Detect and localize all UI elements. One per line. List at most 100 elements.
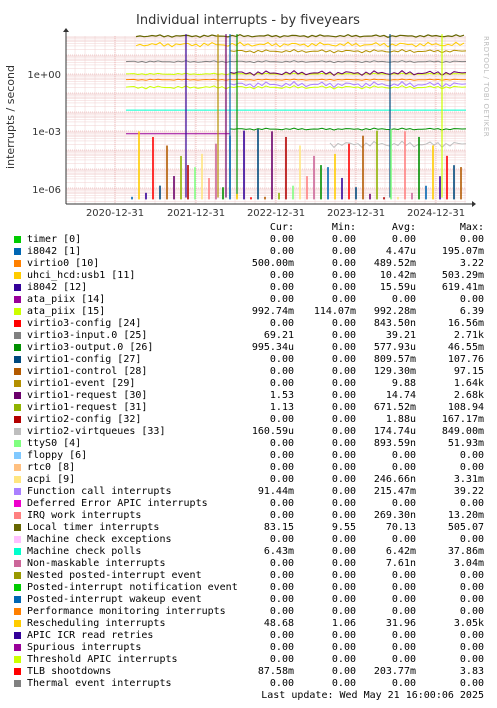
legend-swatch xyxy=(14,464,21,471)
legend-row: TLB shootdowns 87.58m 0.00 203.77m 3.83 xyxy=(0,666,497,678)
series-line xyxy=(125,60,467,64)
legend-value-cur: 0.00 xyxy=(269,570,294,581)
legend-value-max: 2.68k xyxy=(453,390,484,401)
legend-value-min: 0.00 xyxy=(331,426,356,437)
legend-value-cur: 995.34u xyxy=(251,342,294,353)
legend-row: virtio3-input.0 [25] 69.21 0.00 39.21 2.71k xyxy=(0,330,497,342)
y-tick-label: 1e-03 xyxy=(32,127,61,138)
legend-swatch xyxy=(14,260,21,267)
legend-row: Deferred Error APIC interrupts 0.00 0.00 0.… xyxy=(0,498,497,510)
legend-label: TLB shootdowns xyxy=(27,666,112,677)
legend-swatch xyxy=(14,248,21,255)
legend-value-avg: 203.77m xyxy=(373,666,416,677)
legend-value-avg: 0.00 xyxy=(391,630,416,641)
legend-value-avg: 10.42m xyxy=(379,270,416,281)
legend-value-cur: 0.00 xyxy=(269,318,294,329)
axes xyxy=(63,28,476,207)
legend-value-max: 3.05k xyxy=(453,618,484,629)
legend-value-min: 0.00 xyxy=(331,498,356,509)
y-tick-label: 1e-06 xyxy=(32,185,61,196)
legend-label: Function call interrupts xyxy=(27,486,172,497)
legend-value-cur: 0.00 xyxy=(269,246,294,257)
legend-value-min: 0.00 xyxy=(331,342,356,353)
legend-swatch xyxy=(14,632,21,639)
legend-swatch xyxy=(14,404,21,411)
legend-row: Nested posted-interrupt event 0.00 0.00 0.0… xyxy=(0,570,497,582)
legend-swatch xyxy=(14,368,21,375)
legend-row: Posted-interrupt notification event 0.00 0… xyxy=(0,582,497,594)
legend-swatch xyxy=(14,500,21,507)
legend-value-avg: 0.00 xyxy=(391,654,416,665)
legend-value-cur: 0.00 xyxy=(269,594,294,605)
chart-title: Individual interrupts - by fiveyears xyxy=(136,13,360,28)
legend-value-min: 0.00 xyxy=(331,582,356,593)
legend-value-cur: 87.58m xyxy=(257,666,294,677)
legend-row: i8042 [12] 0.00 0.00 15.59u 619.41m xyxy=(0,282,497,294)
legend-row: ata_piix [14] 0.00 0.00 0.00 0.00 xyxy=(0,294,497,306)
last-update: Last update: Wed May 21 16:00:06 2025 xyxy=(261,690,484,701)
legend-value-max: 503.29m xyxy=(441,270,484,281)
legend-swatch xyxy=(14,572,21,579)
x-tick-label: 2022-12-31 xyxy=(247,208,305,219)
legend-label: Rescheduling interrupts xyxy=(27,618,166,629)
legend-value-min: 114.07m xyxy=(313,306,356,317)
legend-value-avg: 0.00 xyxy=(391,570,416,581)
legend-swatch xyxy=(14,452,21,459)
legend-value-cur: 0.00 xyxy=(269,282,294,293)
legend-label: i8042 [12] xyxy=(27,282,88,293)
legend-value-avg: 0.00 xyxy=(391,642,416,653)
legend-value-max: 39.22 xyxy=(453,486,484,497)
legend-label: Threshold APIC interrupts xyxy=(27,654,178,665)
legend-value-max: 0.00 xyxy=(459,450,484,461)
legend-row: ata_piix [15] 992.74m 114.07m 992.28m 6.39 xyxy=(0,306,497,318)
legend-value-min: 0.00 xyxy=(331,606,356,617)
legend-swatch xyxy=(14,476,21,483)
legend-swatch xyxy=(14,272,21,279)
legend-value-cur: 500.00m xyxy=(251,258,294,269)
legend-row: virtio1-request [30] 1.53 0.00 14.74 2.68k xyxy=(0,390,497,402)
legend-value-min: 0.00 xyxy=(331,282,356,293)
legend-value-max: 3.04m xyxy=(453,558,484,569)
legend-value-max: 849.00m xyxy=(441,426,484,437)
legend-row: floppy [6] 0.00 0.00 0.00 0.00 xyxy=(0,450,497,462)
col-cur: Cur: xyxy=(269,222,294,233)
legend-label: ata_piix [14] xyxy=(27,294,106,305)
legend-label: virtio3-output.0 [26] xyxy=(27,342,154,353)
legend-label: Posted-interrupt notification event xyxy=(27,582,238,593)
legend-value-cur: 0.00 xyxy=(269,462,294,473)
legend-label: ttyS0 [4] xyxy=(27,438,82,449)
legend-value-min: 0.00 xyxy=(331,486,356,497)
x-axis-arrow xyxy=(472,201,476,207)
legend-value-min: 0.00 xyxy=(331,450,356,461)
legend-swatch xyxy=(14,356,21,363)
legend-value-max: 6.39 xyxy=(459,306,484,317)
legend-header: Cur: Min: Avg: Max: xyxy=(0,222,497,234)
legend-value-avg: 7.61n xyxy=(385,558,416,569)
legend-swatch xyxy=(14,536,21,543)
legend-value-min: 0.00 xyxy=(331,642,356,653)
legend-row: acpi [9] 0.00 0.00 246.66n 3.31m xyxy=(0,474,497,486)
legend-value-avg: 6.42m xyxy=(385,546,416,557)
legend-swatch xyxy=(14,488,21,495)
legend-value-avg: 893.59n xyxy=(373,438,416,449)
legend-value-cur: 0.00 xyxy=(269,234,294,245)
legend-value-avg: 246.66n xyxy=(373,474,416,485)
legend-value-max: 195.07m xyxy=(441,246,484,257)
legend-row: virtio1-event [29] 0.00 0.00 9.88 1.64k xyxy=(0,378,497,390)
legend-value-avg: 1.88u xyxy=(385,414,416,425)
legend-value-min: 0.00 xyxy=(331,558,356,569)
col-min: Min: xyxy=(331,222,356,233)
legend-value-max: 108.94 xyxy=(447,402,484,413)
legend-swatch xyxy=(14,560,21,567)
legend-value-cur: 160.59u xyxy=(251,426,294,437)
legend-label: Machine check exceptions xyxy=(27,534,172,545)
legend-swatch xyxy=(14,332,21,339)
legend-row: virtio3-output.0 [26] 995.34u 0.00 577.93u 4… xyxy=(0,342,497,354)
legend-label: virtio1-config [27] xyxy=(27,354,142,365)
legend-value-avg: 0.00 xyxy=(391,462,416,473)
legend-value-min: 0.00 xyxy=(331,510,356,521)
legend-value-avg: 0.00 xyxy=(391,678,416,689)
legend-row: virtio3-config [24] 0.00 0.00 843.50n 16.56m xyxy=(0,318,497,330)
legend-value-avg: 0.00 xyxy=(391,498,416,509)
legend-row: virtio1-request [31] 1.13 0.00 671.52m 108.9… xyxy=(0,402,497,414)
